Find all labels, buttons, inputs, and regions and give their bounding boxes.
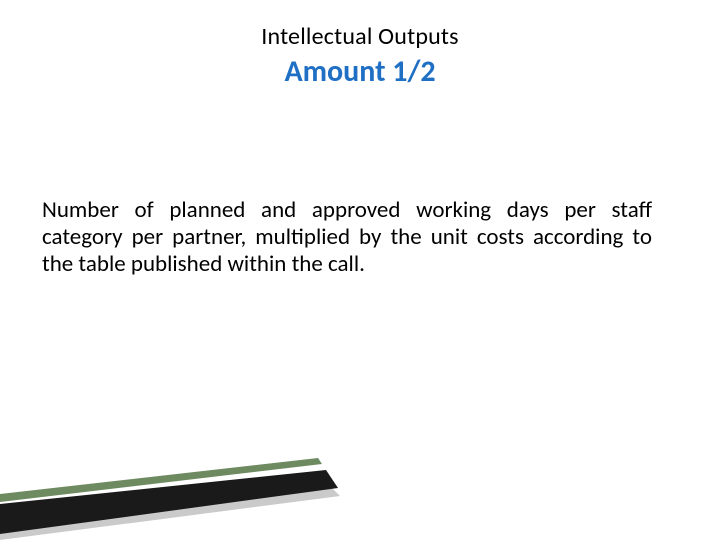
body-paragraph: Number of planned and approved working d… (42, 197, 652, 278)
slide: Intellectual Outputs Amount 1/2 Number o… (0, 0, 720, 540)
title-line-2: Amount 1/2 (0, 53, 720, 90)
title-block: Intellectual Outputs Amount 1/2 (0, 22, 720, 90)
title-line-1: Intellectual Outputs (0, 22, 720, 51)
swoosh-decoration (0, 450, 360, 540)
